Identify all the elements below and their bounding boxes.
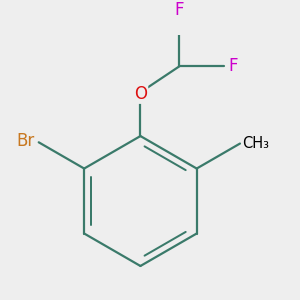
Text: Br: Br: [17, 132, 35, 150]
Text: O: O: [134, 85, 147, 103]
Text: F: F: [228, 57, 238, 75]
Text: CH₃: CH₃: [242, 136, 269, 151]
Text: F: F: [175, 1, 184, 19]
